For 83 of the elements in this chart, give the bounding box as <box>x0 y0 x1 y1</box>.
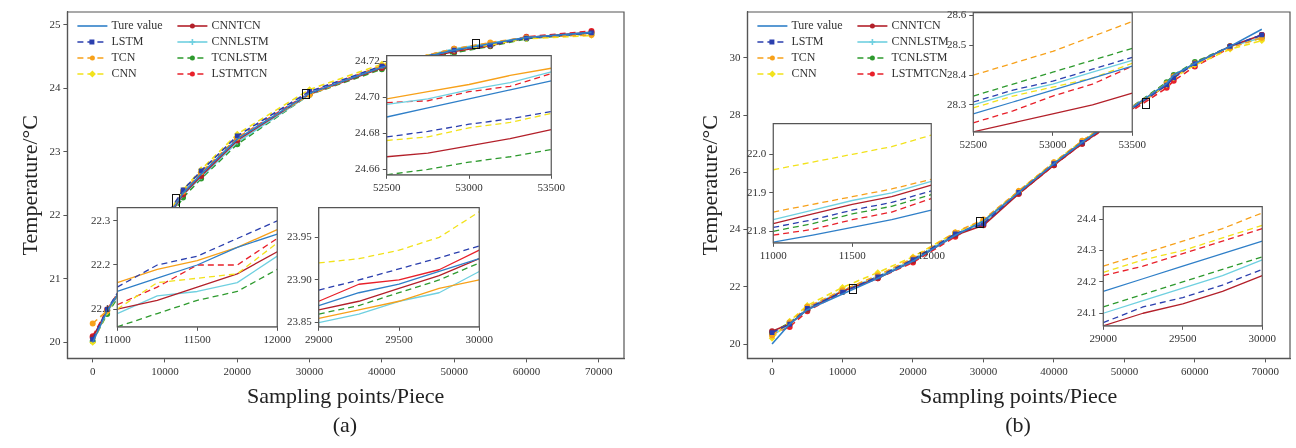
legend-label: TCN <box>791 50 816 65</box>
y-tick-label: 30 <box>729 50 741 63</box>
x-tick-label: 10000 <box>151 364 180 377</box>
x-tick-label: 52500 <box>373 181 401 194</box>
y-tick-label: 24.1 <box>1077 306 1097 319</box>
y-tick-label: 23.85 <box>287 315 313 328</box>
y-tick-label: 24 <box>729 222 741 235</box>
x-tick-label: 29000 <box>1089 332 1118 345</box>
legend-label: CNN <box>111 66 138 81</box>
y-axis-title: Temperature/°C <box>16 114 42 256</box>
y-tick-label: 22.2 <box>91 257 111 270</box>
legend-label: LSTMTCN <box>891 66 948 81</box>
legend-label: CNNTCN <box>211 18 262 33</box>
y-tick-label: 26 <box>729 165 741 178</box>
x-tick-label: 11500 <box>838 249 867 262</box>
x-tick-label: 53500 <box>537 181 566 194</box>
x-tick-label: 30000 <box>1248 332 1277 345</box>
y-tick-label: 24.66 <box>355 162 381 175</box>
x-tick-label: 11000 <box>759 249 788 262</box>
x-tick-label: 11500 <box>183 333 212 346</box>
y-tick-label: 28.5 <box>947 38 967 51</box>
y-tick-label: 28.4 <box>947 68 967 81</box>
text: (b) <box>1004 412 1032 438</box>
y-tick-label: 20 <box>49 335 61 348</box>
x-tick-label: 29500 <box>1169 332 1197 345</box>
y-tick-label: 28.3 <box>947 97 967 110</box>
y-tick-label: 28.6 <box>947 8 967 21</box>
legend-label: TCNLSTM <box>211 50 268 65</box>
x-tick-label: 30000 <box>969 364 998 377</box>
x-tick-label: 70000 <box>1251 364 1280 377</box>
y-tick-label: 22 <box>49 208 61 221</box>
x-tick-label: 30000 <box>295 364 324 377</box>
x-tick-label: 29500 <box>385 333 414 346</box>
x-axis-title: Sampling points/Piece <box>247 382 445 408</box>
y-tick-label: 24.70 <box>355 90 381 103</box>
x-tick-label: 53500 <box>1118 138 1147 151</box>
y-tick-label: 22 <box>729 279 741 292</box>
x-tick-label: 29000 <box>305 333 333 346</box>
legend-label: Ture value <box>111 18 163 33</box>
x-tick-label: 50000 <box>1110 364 1139 377</box>
x-tick-label: 0 <box>89 364 96 377</box>
y-tick-label: 24.4 <box>1077 212 1097 225</box>
x-tick-label: 52500 <box>959 138 988 151</box>
x-tick-label: 60000 <box>1181 364 1210 377</box>
legend-label: TCNLSTM <box>891 50 948 65</box>
y-tick-label: 23.95 <box>287 230 313 243</box>
x-tick-label: 12000 <box>263 333 292 346</box>
y-tick-label: 24.2 <box>1077 274 1097 287</box>
y-tick-label: 23.90 <box>287 272 313 285</box>
legend-label: LSTMTCN <box>211 66 268 81</box>
y-tick-label: 28 <box>729 107 741 120</box>
x-tick-label: 20000 <box>223 364 252 377</box>
x-tick-label: 0 <box>769 364 776 377</box>
legend-label: Ture value <box>791 18 843 33</box>
x-tick-label: 70000 <box>584 364 613 377</box>
legend-label: LSTM <box>111 34 144 49</box>
y-tick-label: 25 <box>49 17 61 30</box>
legend-label: CNN <box>791 66 818 81</box>
x-tick-label: 40000 <box>368 364 397 377</box>
x-tick-label: 53000 <box>455 181 484 194</box>
x-axis-title: Sampling points/Piece <box>920 382 1118 408</box>
y-tick-label: 20 <box>729 336 741 349</box>
x-tick-label: 53000 <box>1039 138 1067 151</box>
y-tick-label: 22.3 <box>91 213 111 226</box>
legend-label: CNNTCN <box>891 18 942 33</box>
y-tick-label: 24.68 <box>355 126 381 139</box>
x-tick-label: 40000 <box>1040 364 1069 377</box>
x-tick-label: 30000 <box>465 333 494 346</box>
legend-label: TCN <box>111 50 136 65</box>
y-axis-title: Temperature/°C <box>696 114 722 256</box>
x-tick-label: 60000 <box>512 364 541 377</box>
y-tick-label: 21 <box>49 271 61 284</box>
legend-label: CNNLSTM <box>211 34 270 49</box>
y-tick-label: 24.3 <box>1077 243 1097 256</box>
x-tick-label: 50000 <box>440 364 469 377</box>
legend-label: LSTM <box>791 34 824 49</box>
x-tick-label: 10000 <box>828 364 857 377</box>
y-tick-label: 24 <box>49 81 61 94</box>
x-tick-label: 20000 <box>899 364 928 377</box>
x-tick-label: 11000 <box>103 333 132 346</box>
text: (a) <box>331 412 359 438</box>
y-tick-label: 24.72 <box>355 53 380 66</box>
y-tick-label: 23 <box>49 144 61 157</box>
